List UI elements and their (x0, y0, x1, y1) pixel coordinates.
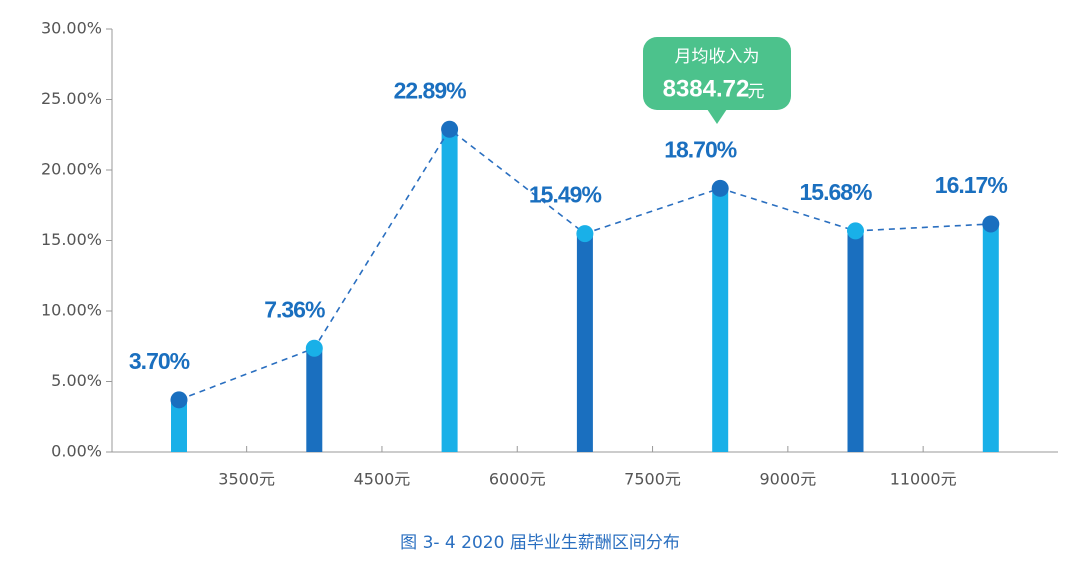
y-tick-label: 25.00% (41, 89, 102, 108)
value-label: 15.49% (529, 182, 602, 208)
x-tick-label: 4500元 (354, 470, 411, 489)
y-tick-label: 30.00% (41, 19, 102, 38)
value-label: 7.36% (264, 296, 325, 322)
x-tick-label: 6000元 (489, 470, 546, 489)
dot (576, 225, 594, 243)
callout-box (643, 37, 791, 110)
y-tick-label: 15.00% (41, 230, 102, 249)
bar (712, 188, 729, 452)
y-tick-label: 0.00% (51, 442, 102, 461)
dot (170, 391, 188, 409)
callout-value: 8384.72 (663, 75, 750, 102)
y-tick-label: 20.00% (41, 160, 102, 179)
x-tick-label: 7500元 (624, 470, 681, 489)
value-label: 15.68% (799, 179, 872, 205)
caption: 图 3- 4 2020 届毕业生薪酬区间分布 (400, 533, 680, 553)
y-tick-label: 5.00% (51, 371, 102, 390)
x-tick-label: 11000元 (890, 470, 957, 489)
bar (982, 224, 999, 452)
value-label: 22.89% (394, 77, 467, 103)
bar (576, 233, 593, 452)
x-tick-label: 9000元 (759, 470, 816, 489)
bar (847, 230, 864, 452)
value-label: 16.17% (935, 172, 1008, 198)
callout: 月均收入为 8384.72 元 (643, 37, 791, 124)
callout-unit: 元 (748, 82, 765, 102)
dot (305, 339, 323, 357)
dot (441, 120, 459, 138)
callout-pointer (707, 109, 727, 124)
bar (306, 348, 323, 452)
bar (441, 129, 458, 452)
callout-title: 月均收入为 (675, 47, 760, 67)
x-tick-label: 3500元 (218, 470, 275, 489)
dot (847, 222, 864, 240)
value-label: 18.70% (664, 136, 737, 162)
bar (171, 399, 187, 452)
dot (982, 215, 1000, 233)
dot (711, 179, 729, 197)
y-tick-label: 10.00% (41, 301, 102, 320)
value-label: 3.70% (129, 348, 190, 374)
